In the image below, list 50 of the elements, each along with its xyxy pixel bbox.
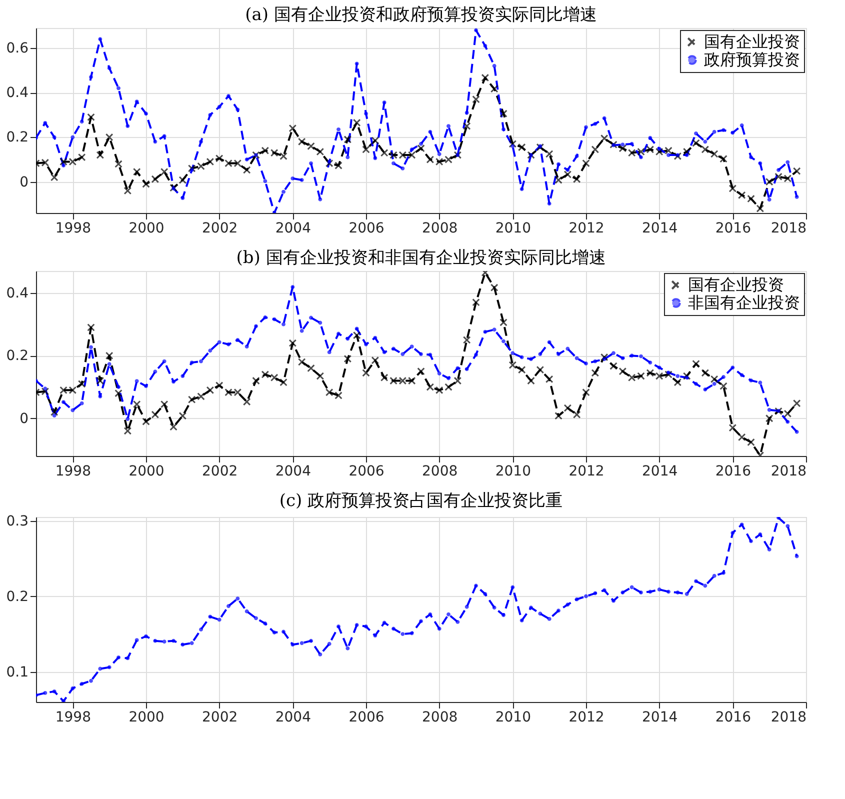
chart-title: (a) 国有企业投资和政府预算投资实际同比增速 xyxy=(245,5,597,25)
x-tick-label: 2004 xyxy=(275,464,312,480)
x-tick-label: 1998 xyxy=(55,220,91,236)
x-tick-label: 2000 xyxy=(128,220,164,236)
x-tick-label: 2002 xyxy=(202,220,238,236)
x-tick-label: 2010 xyxy=(495,464,531,480)
x-tick-label: 2004 xyxy=(275,220,312,236)
legend-label: 国有企业投资 xyxy=(688,275,784,294)
y-tick-label: 0.4 xyxy=(6,285,29,302)
x-tick-label: 2016 xyxy=(715,220,752,236)
y-tick-label: 0.6 xyxy=(6,40,29,57)
x-tick-label: 2018 xyxy=(770,220,806,236)
x-tick-label: 2002 xyxy=(202,710,238,726)
x-tick-label: 2006 xyxy=(348,710,384,726)
x-tick-label: 2008 xyxy=(422,220,458,236)
x-tick-label: 2000 xyxy=(128,710,164,726)
x-tick-label: 2006 xyxy=(348,464,384,480)
x-tick-label: 2000 xyxy=(128,464,164,480)
y-tick-label: 0 xyxy=(20,410,28,427)
x-tick-label: 2002 xyxy=(202,464,238,480)
legend-label: 国有企业投资 xyxy=(704,32,800,51)
x-tick-label: 2014 xyxy=(642,464,678,480)
x-tick-label: 2006 xyxy=(348,220,384,236)
y-tick-label: 0.3 xyxy=(6,513,28,530)
x-tick-label: 2012 xyxy=(568,464,604,480)
y-tick-label: 0.1 xyxy=(6,664,28,680)
x-tick-label: 2010 xyxy=(495,220,531,236)
x-tick-label: 2012 xyxy=(568,220,604,236)
y-tick-label: 0.2 xyxy=(6,130,28,146)
x-tick-label: 2018 xyxy=(770,464,806,480)
x-tick-label: 2008 xyxy=(422,710,458,726)
x-tick-label: 2004 xyxy=(275,710,312,726)
x-tick-label: 2014 xyxy=(642,710,678,726)
x-tick-label: 2010 xyxy=(495,710,531,726)
x-tick-label: 2012 xyxy=(568,710,604,726)
x-tick-label: 2016 xyxy=(715,464,752,480)
y-tick-label: 0.4 xyxy=(6,85,29,102)
y-tick-label: 0 xyxy=(20,174,28,190)
legend-label: 非国有企业投资 xyxy=(688,293,800,312)
y-tick-label: 0.2 xyxy=(6,588,28,605)
x-tick-label: 2014 xyxy=(642,220,678,236)
chart-title: (b) 国有企业投资和非国有企业投资实际同比增速 xyxy=(236,248,606,268)
y-tick-label: 0.2 xyxy=(6,348,28,364)
x-tick-label: 2018 xyxy=(770,710,806,726)
chart-title: (c) 政府预算投资占国有企业投资比重 xyxy=(279,490,563,511)
x-tick-label: 2016 xyxy=(715,710,752,726)
x-tick-label: 2008 xyxy=(422,464,458,480)
x-tick-label: 1998 xyxy=(55,710,91,726)
legend-label: 政府预算投资 xyxy=(704,50,800,69)
x-tick-label: 1998 xyxy=(55,464,91,480)
